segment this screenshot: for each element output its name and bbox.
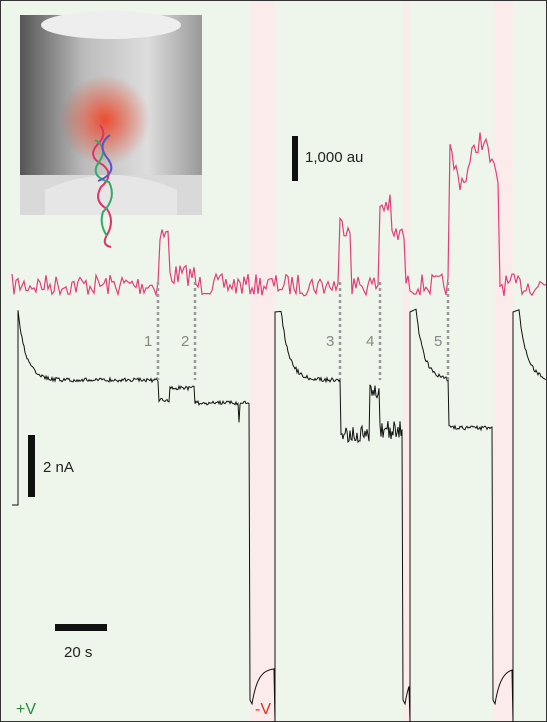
event-label: 1	[144, 333, 152, 350]
page: 12345 1,000 au 2 nA 20 s +V -V (() => { …	[0, 0, 547, 722]
fluorescence-scale-label: 1,000 au	[305, 149, 363, 166]
event-label: 4	[366, 333, 374, 350]
fluorescence-scale-bar	[292, 136, 298, 181]
time-scale-bar	[55, 624, 107, 631]
time-scale-label: 20 s	[64, 644, 92, 661]
negative-band	[403, 0, 410, 722]
current-scale-bar	[28, 435, 35, 497]
event-label: 2	[181, 333, 189, 350]
event-label: 3	[326, 333, 334, 350]
negative-band	[250, 0, 275, 722]
positive-voltage-label: +V	[16, 701, 36, 718]
negative-band	[493, 0, 513, 722]
event-label: 5	[434, 333, 442, 350]
negative-voltage-label: -V	[255, 701, 271, 718]
figure: 1 2 3 4 5 1,000 au 2 nA 20 s +V -V	[0, 0, 547, 722]
current-scale-label: 2 nA	[43, 459, 74, 476]
inset	[20, 11, 202, 247]
